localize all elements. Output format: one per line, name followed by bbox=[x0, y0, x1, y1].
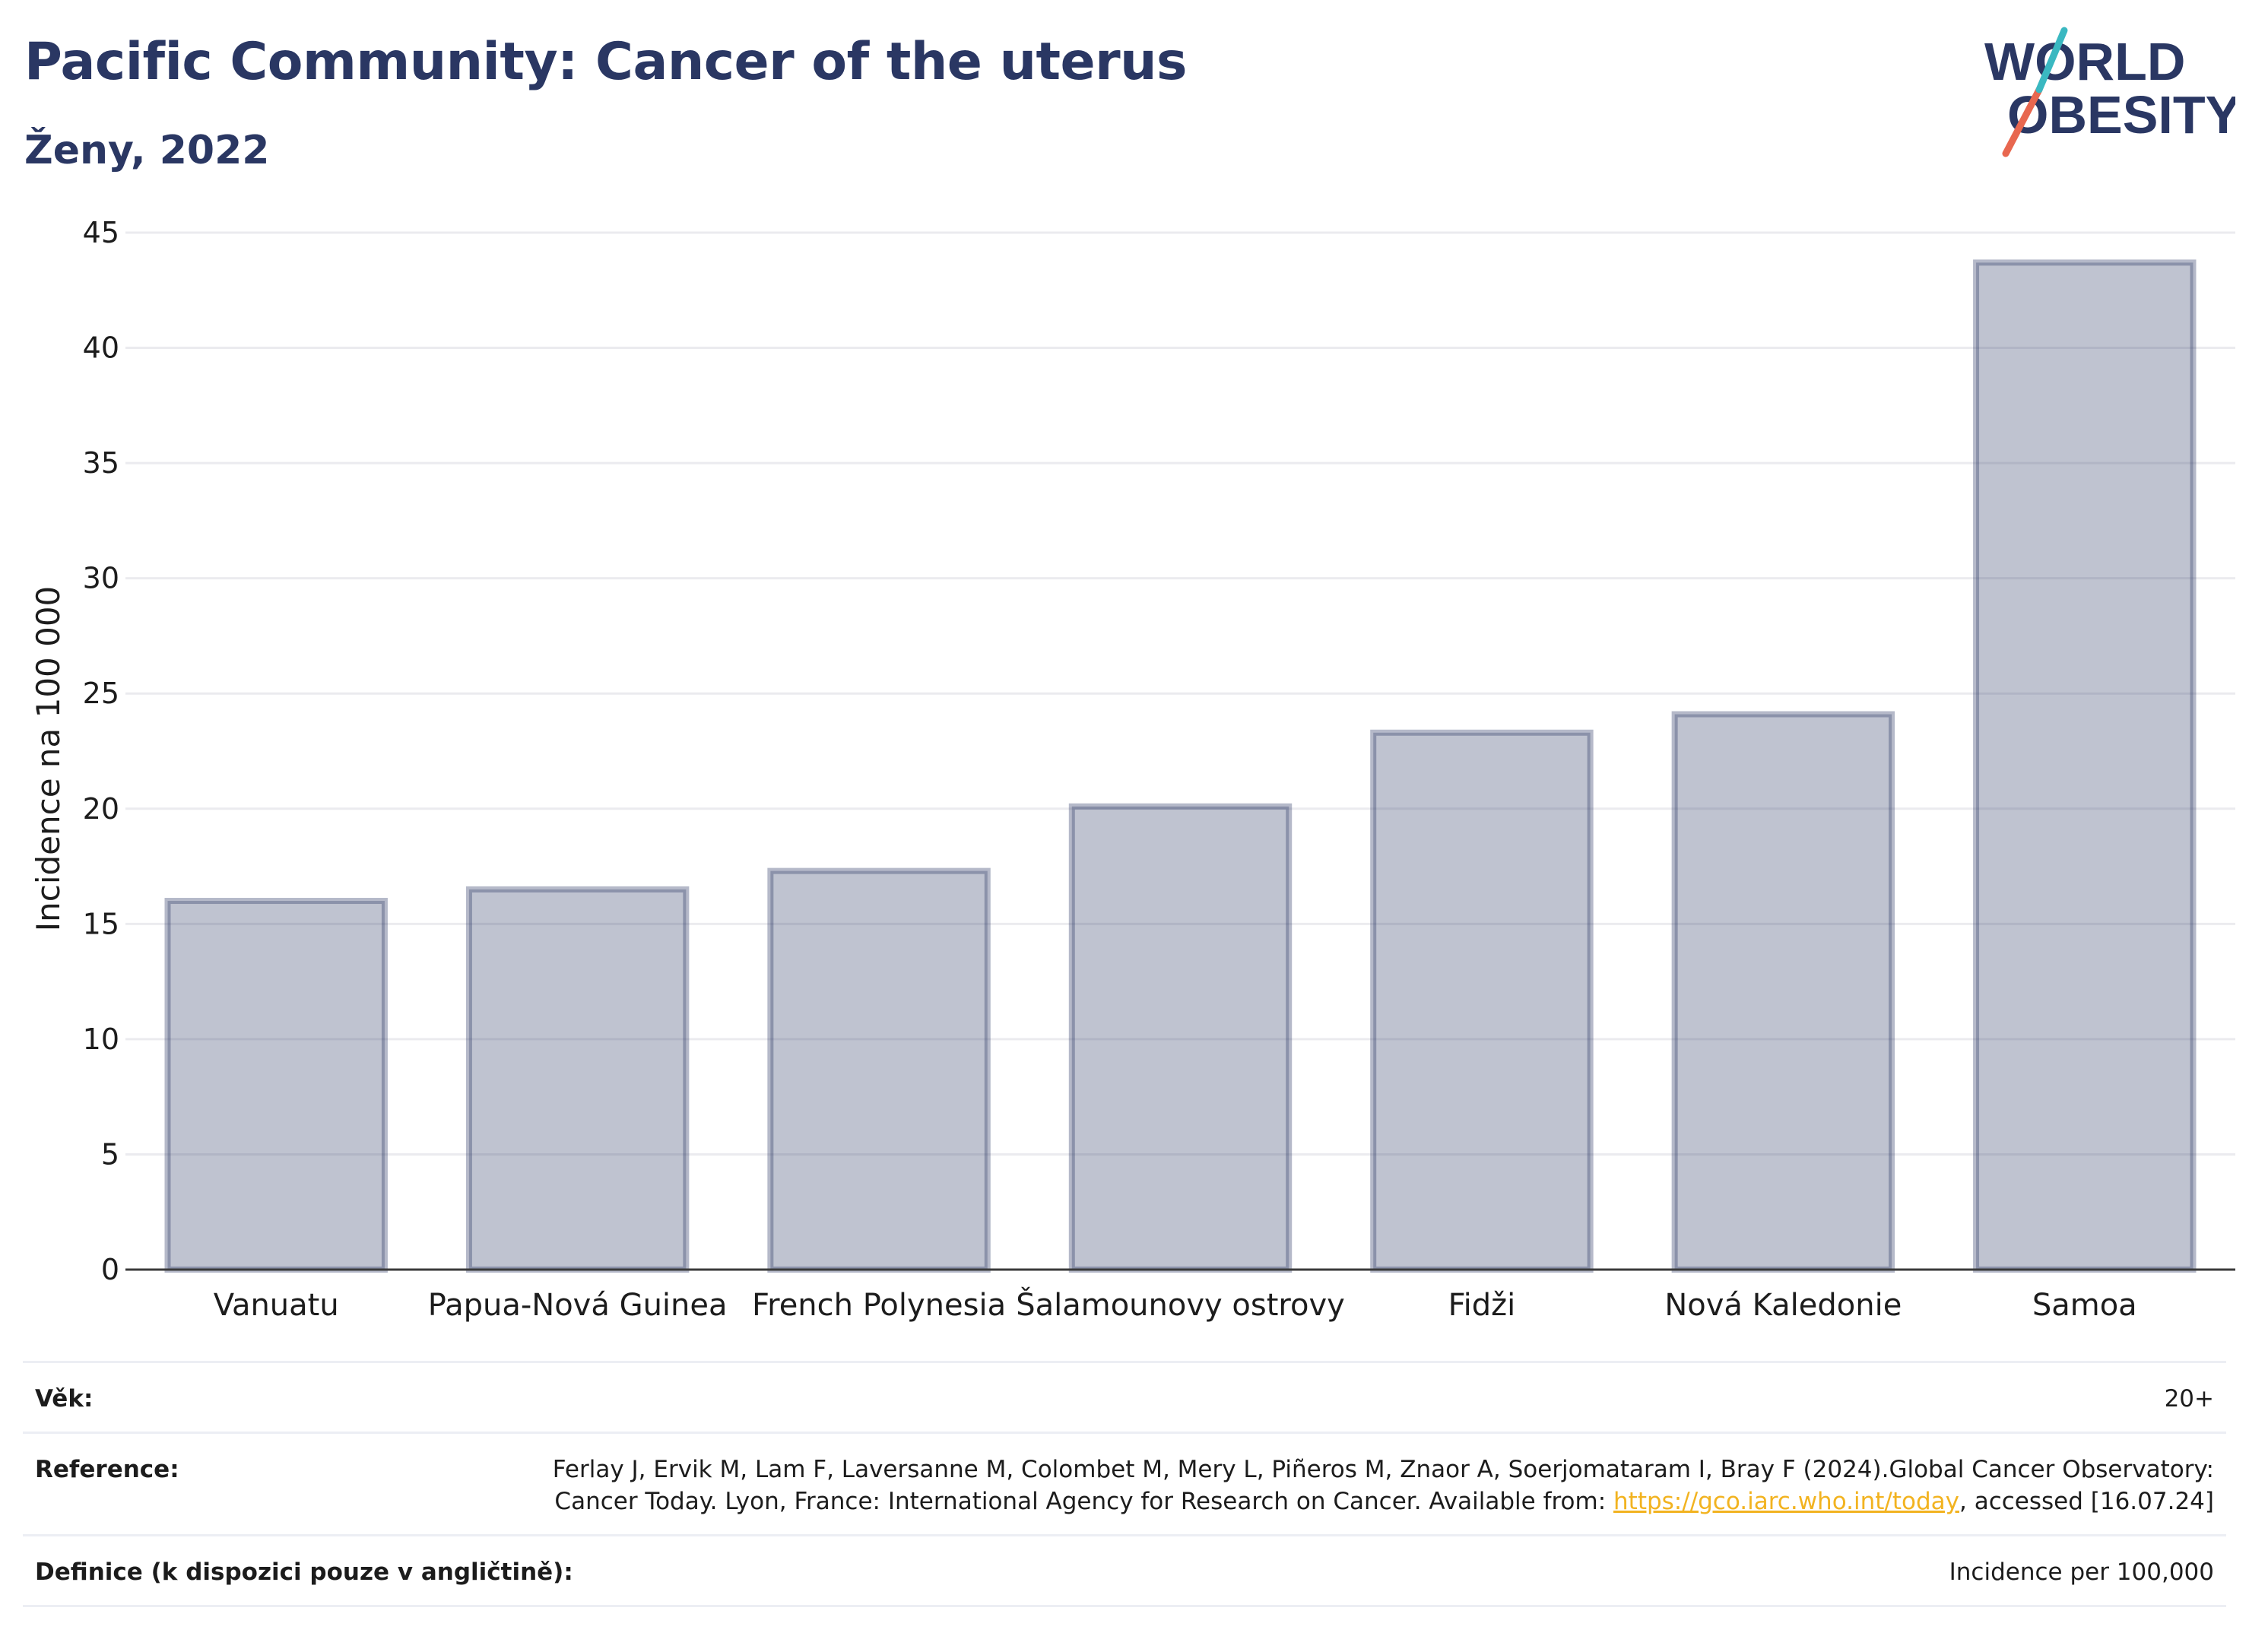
logo-slash-teal bbox=[2035, 27, 2068, 94]
gridlines bbox=[125, 231, 2235, 1156]
world-obesity-logo: WORLD OBESITY bbox=[1984, 23, 2241, 160]
reference-accessed: , accessed [16.07.24] bbox=[1959, 1488, 2214, 1515]
x-category-label: Fidži bbox=[1448, 1288, 1516, 1323]
x-category-labels: Vanuatu Papua-Nová Guinea French Polynesia… bbox=[214, 1286, 2137, 1323]
y-tick-label: 45 bbox=[83, 216, 119, 249]
reference-value: Ferlay J, Ervik M, Lam F, Laversanne M, … bbox=[481, 1454, 2214, 1517]
meta-row-reference: Reference: Ferlay J, Ervik M, Lam F, Lav… bbox=[23, 1432, 2226, 1534]
metadata-table: Věk: 20+ Reference: Ferlay J, Ervik M, L… bbox=[23, 1361, 2226, 1607]
y-tick-label: 30 bbox=[83, 562, 119, 595]
bar[interactable] bbox=[465, 886, 690, 1273]
bar[interactable] bbox=[767, 867, 991, 1273]
x-category-label: Nová Kaledonie bbox=[1664, 1288, 1902, 1323]
meta-row-definition: Definice (k dispozici pouze v angličtině… bbox=[23, 1534, 2226, 1607]
y-tick-label: 20 bbox=[83, 792, 119, 826]
bars bbox=[164, 259, 2197, 1273]
age-label: Věk: bbox=[35, 1385, 94, 1413]
y-tick-label: 5 bbox=[101, 1137, 119, 1171]
bar-chart: 0 5 10 15 20 25 30 35 40 45 Vanuatu Papua-Nová Gui… bbox=[30, 216, 2235, 1323]
logo-line1: WORLD bbox=[1984, 32, 2185, 91]
chart-subtitle: Ženy, 2022 bbox=[24, 128, 270, 173]
reference-label: Reference: bbox=[35, 1456, 179, 1483]
y-tick-label: 25 bbox=[83, 677, 119, 710]
x-category-label: Šalamounovy ostrovy bbox=[1016, 1286, 1345, 1323]
bar[interactable] bbox=[164, 898, 388, 1273]
reference-text: Ferlay J, Ervik M, Lam F, Laversanne M, … bbox=[552, 1456, 2214, 1515]
y-tick-label: 15 bbox=[83, 907, 119, 940]
bar[interactable] bbox=[1671, 711, 1895, 1273]
x-category-label: Papua-Nová Guinea bbox=[428, 1288, 728, 1323]
y-tick-label: 10 bbox=[83, 1023, 119, 1056]
y-tick-label: 40 bbox=[83, 331, 119, 365]
bar[interactable] bbox=[1973, 259, 2197, 1273]
definition-label: Definice (k dispozici pouze v angličtině… bbox=[35, 1558, 573, 1586]
age-value: 20+ bbox=[2164, 1385, 2214, 1413]
logo-graphic: WORLD OBESITY bbox=[1984, 27, 2241, 157]
y-tick-label: 0 bbox=[101, 1253, 119, 1286]
reference-link[interactable]: https://gco.iarc.who.int/today bbox=[1613, 1488, 1959, 1515]
definition-value: Incidence per 100,000 bbox=[1949, 1558, 2214, 1586]
logo-line2: OBESITY bbox=[2007, 85, 2235, 144]
x-category-label: French Polynesia bbox=[752, 1288, 1006, 1323]
meta-row-age: Věk: 20+ bbox=[23, 1361, 2226, 1432]
bar[interactable] bbox=[1068, 803, 1293, 1273]
x-category-label: Vanuatu bbox=[214, 1288, 339, 1323]
logo-slash-coral bbox=[2002, 86, 2043, 157]
y-tick-labels: 0 5 10 15 20 25 30 35 40 45 bbox=[83, 216, 119, 1286]
y-axis-label: Incidence na 100 000 bbox=[30, 586, 67, 932]
x-category-label: Samoa bbox=[2032, 1288, 2137, 1323]
chart-title: Pacific Community: Cancer of the uterus bbox=[24, 32, 1188, 92]
bar[interactable] bbox=[1370, 729, 1594, 1273]
y-tick-label: 35 bbox=[83, 446, 119, 480]
